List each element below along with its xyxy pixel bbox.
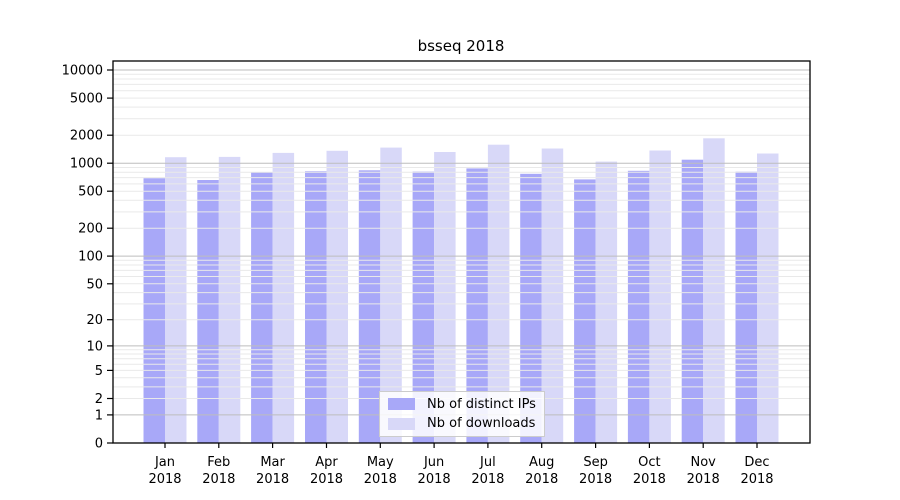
legend-item-distinct-ips: Nb of distinct IPs bbox=[380, 395, 544, 413]
bar-downloads-nov bbox=[703, 138, 725, 444]
chart-title: bsseq 2018 bbox=[417, 37, 505, 55]
bar-distinct-ips-aug bbox=[520, 173, 542, 444]
y-tick-label: 500 bbox=[78, 185, 103, 200]
x-tick-label-year: 2018 bbox=[364, 472, 397, 487]
gridlines bbox=[113, 69, 810, 416]
x-tick-label-year: 2018 bbox=[310, 472, 343, 487]
x-tick-label-year: 2018 bbox=[256, 472, 289, 487]
x-tick-label-month: Jan bbox=[154, 455, 175, 470]
legend-swatch-downloads-icon bbox=[388, 417, 415, 430]
x-tick-label-month: Sep bbox=[583, 455, 608, 470]
bar-distinct-ips-jun bbox=[412, 171, 435, 443]
bar-downloads-aug bbox=[541, 148, 564, 443]
x-tick-label-month: Dec bbox=[744, 455, 769, 470]
y-tick-label: 10000 bbox=[62, 64, 103, 79]
bar-distinct-ips-oct bbox=[627, 170, 650, 444]
y-tick-label: 5 bbox=[95, 364, 103, 379]
bar-distinct-ips-jul bbox=[466, 168, 488, 443]
bar-distinct-ips-dec bbox=[735, 171, 757, 443]
legend-label-distinct-ips: Nb of distinct IPs bbox=[427, 396, 536, 412]
bar-distinct-ips-feb bbox=[197, 180, 219, 443]
x-tick-label-year: 2018 bbox=[633, 472, 666, 487]
y-tick-label: 50 bbox=[86, 277, 103, 292]
y-tick-label: 1 bbox=[95, 408, 103, 423]
bar-downloads-sep bbox=[595, 161, 618, 443]
bar-distinct-ips-jan bbox=[143, 178, 165, 443]
x-tick-label-month: Oct bbox=[638, 455, 660, 470]
y-tick-label: 2000 bbox=[70, 129, 103, 144]
x-tick-label-month: Nov bbox=[691, 455, 717, 470]
bar-distinct-ips-mar bbox=[251, 172, 273, 443]
y-tick-label: 100 bbox=[78, 250, 103, 265]
bar-downloads-mar bbox=[272, 152, 295, 443]
x-tick-label-year: 2018 bbox=[687, 472, 720, 487]
x-tick-label-month: Mar bbox=[260, 455, 285, 470]
bar-distinct-ips-nov bbox=[681, 159, 704, 443]
y-axis: 0 12 5 10 20 50 100 200 500 1000 2000 5000 10000 bbox=[62, 64, 113, 452]
bar-downloads-apr bbox=[326, 150, 348, 444]
legend: Nb of distinct IPs Nb of downloads bbox=[379, 391, 545, 437]
bar-downloads-jul bbox=[487, 144, 510, 443]
bar-distinct-ips-may bbox=[358, 170, 381, 444]
y-tick-label: 200 bbox=[78, 222, 103, 237]
bar-downloads-dec bbox=[757, 153, 779, 443]
plot-border bbox=[112, 60, 811, 444]
y-tick-label: 0 bbox=[95, 437, 103, 452]
legend-item-downloads: Nb of downloads bbox=[380, 415, 544, 433]
x-tick-label-year: 2018 bbox=[525, 472, 558, 487]
y-tick-label: 5000 bbox=[70, 92, 103, 107]
y-tick-label: 2 bbox=[95, 392, 103, 407]
bar-distinct-ips-sep bbox=[574, 179, 596, 443]
x-tick-label-year: 2018 bbox=[579, 472, 612, 487]
bar-downloads-may bbox=[380, 147, 402, 443]
x-tick-label-month: Feb bbox=[207, 455, 230, 470]
x-tick-label-year: 2018 bbox=[148, 472, 181, 487]
x-tick-label-year: 2018 bbox=[418, 472, 451, 487]
x-tick-label-month: May bbox=[367, 455, 394, 470]
x-tick-label-year: 2018 bbox=[740, 472, 773, 487]
y-tick-label: 10 bbox=[86, 339, 103, 354]
bar-distinct-ips-apr bbox=[305, 171, 327, 443]
legend-label-downloads: Nb of downloads bbox=[427, 416, 536, 432]
x-tick-label-month: Jul bbox=[479, 455, 496, 470]
x-axis: Jan 2018 Feb 2018 Mar 2018 Apr 2018 May 2018 Jun 20… bbox=[148, 443, 774, 487]
y-tick-label: 20 bbox=[86, 313, 103, 328]
x-tick-label-year: 2018 bbox=[202, 472, 235, 487]
bars bbox=[143, 138, 779, 444]
x-tick-label-month: Aug bbox=[529, 455, 554, 470]
x-tick-label-year: 2018 bbox=[471, 472, 504, 487]
bar-downloads-oct bbox=[649, 150, 671, 443]
legend-swatch-distinct-ips-icon bbox=[388, 398, 415, 411]
y-tick-label: 1000 bbox=[70, 157, 103, 172]
x-tick-label-month: Apr bbox=[315, 455, 338, 470]
x-tick-label-month: Jun bbox=[423, 455, 444, 470]
